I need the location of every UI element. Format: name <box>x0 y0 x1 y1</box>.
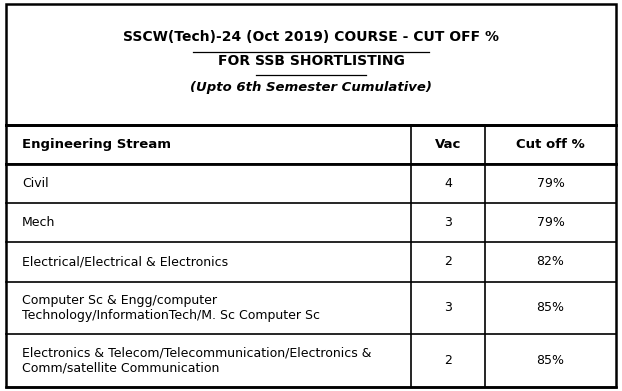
Text: Computer Sc & Engg/computer
Technology/InformationTech/M. Sc Computer Sc: Computer Sc & Engg/computer Technology/I… <box>22 294 320 322</box>
Text: Civil: Civil <box>22 177 49 190</box>
Text: FOR SSB SHORTLISTING: FOR SSB SHORTLISTING <box>218 54 404 68</box>
Text: Engineering Stream: Engineering Stream <box>22 138 171 151</box>
Text: 2: 2 <box>444 354 452 367</box>
Text: SSCW(Tech)-24 (Oct 2019) COURSE - CUT OFF %: SSCW(Tech)-24 (Oct 2019) COURSE - CUT OF… <box>123 30 499 44</box>
Text: 85%: 85% <box>536 301 565 314</box>
Text: 3: 3 <box>444 301 452 314</box>
Text: 79%: 79% <box>537 216 564 230</box>
Text: 85%: 85% <box>536 354 565 367</box>
Text: Electrical/Electrical & Electronics: Electrical/Electrical & Electronics <box>22 255 228 269</box>
Text: 4: 4 <box>444 177 452 190</box>
Text: Vac: Vac <box>435 138 461 151</box>
Text: 82%: 82% <box>537 255 564 269</box>
Text: 2: 2 <box>444 255 452 269</box>
Text: Electronics & Telecom/Telecommunication/Electronics &
Comm/satellite Communicati: Electronics & Telecom/Telecommunication/… <box>22 347 371 375</box>
Text: (Upto 6th Semester Cumulative): (Upto 6th Semester Cumulative) <box>190 81 432 95</box>
Text: 3: 3 <box>444 216 452 230</box>
Text: 79%: 79% <box>537 177 564 190</box>
Text: Mech: Mech <box>22 216 55 230</box>
Text: Cut off %: Cut off % <box>516 138 585 151</box>
